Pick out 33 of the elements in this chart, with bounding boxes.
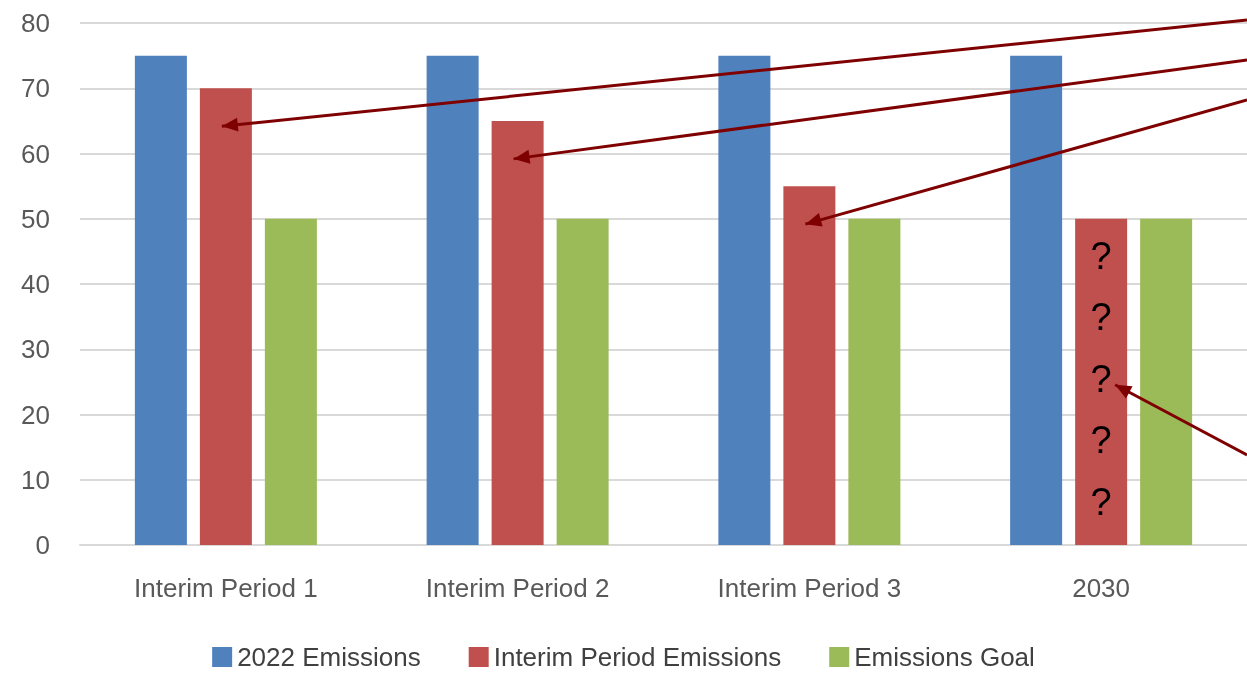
bar [783, 186, 836, 545]
y-tick-label: 20 [21, 399, 50, 430]
x-tick-label: Interim Period 2 [425, 573, 610, 603]
x-tick-label: Interim Period 1 [134, 573, 318, 603]
bar [848, 218, 901, 545]
annotation: ? [1090, 357, 1112, 400]
bar [426, 55, 479, 545]
bar [199, 88, 252, 545]
bar [1010, 55, 1063, 545]
y-tick-label: 30 [21, 334, 50, 365]
bar [264, 218, 317, 545]
bar [1075, 218, 1128, 545]
y-tick-label: 80 [21, 8, 50, 38]
legend-label: Interim Period Emissions [493, 642, 782, 672]
y-tick-label: 70 [21, 73, 50, 104]
bar [718, 55, 771, 545]
bar [1140, 218, 1193, 545]
legend-label: Emissions Goal [854, 642, 1035, 672]
x-tick-label: Interim Period 3 [717, 573, 902, 603]
annotation: ? [1090, 296, 1112, 339]
y-tick-label: 10 [21, 464, 50, 495]
annotation: ? [1090, 234, 1112, 277]
x-tick-label: 2030 [1072, 573, 1131, 603]
legend-label: 2022 Emissions [237, 642, 421, 672]
annotation: ? [1090, 419, 1112, 462]
y-tick-label: 50 [21, 203, 50, 234]
y-tick-label: 0 [35, 530, 50, 560]
bar [556, 218, 609, 545]
y-tick-label: 60 [21, 138, 50, 169]
y-tick-label: 40 [21, 269, 50, 299]
bar [491, 120, 544, 545]
bar [134, 55, 187, 545]
annotation: ? [1090, 480, 1112, 523]
